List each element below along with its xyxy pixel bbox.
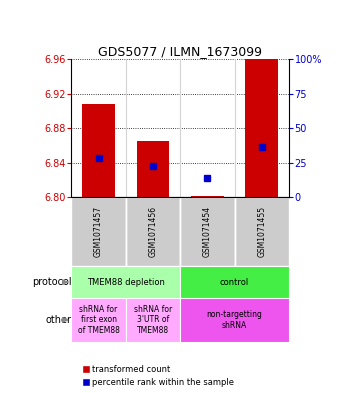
Text: non-targetting
shRNA: non-targetting shRNA xyxy=(207,310,262,330)
Bar xyxy=(245,59,278,197)
Bar xyxy=(180,266,289,298)
Text: GSM1071457: GSM1071457 xyxy=(94,206,103,257)
Text: shRNA for
3'UTR of
TMEM88: shRNA for 3'UTR of TMEM88 xyxy=(134,305,172,335)
Legend: transformed count, percentile rank within the sample: transformed count, percentile rank withi… xyxy=(82,365,234,387)
Bar xyxy=(71,197,126,266)
Text: other: other xyxy=(46,315,71,325)
Text: GSM1071456: GSM1071456 xyxy=(149,206,157,257)
Bar xyxy=(180,298,289,342)
Bar xyxy=(126,298,180,342)
Bar xyxy=(137,141,169,197)
Text: GSM1071454: GSM1071454 xyxy=(203,206,212,257)
Text: protocol: protocol xyxy=(32,277,71,287)
Bar xyxy=(235,197,289,266)
Title: GDS5077 / ILMN_1673099: GDS5077 / ILMN_1673099 xyxy=(98,45,262,58)
Bar xyxy=(71,298,126,342)
Text: shRNA for
first exon
of TMEM88: shRNA for first exon of TMEM88 xyxy=(78,305,120,335)
Bar xyxy=(191,196,224,197)
Bar xyxy=(82,104,115,197)
Bar xyxy=(71,266,180,298)
Text: GSM1071455: GSM1071455 xyxy=(257,206,266,257)
Text: TMEM88 depletion: TMEM88 depletion xyxy=(87,278,165,286)
Bar xyxy=(180,197,235,266)
Text: control: control xyxy=(220,278,249,286)
Bar xyxy=(126,197,180,266)
